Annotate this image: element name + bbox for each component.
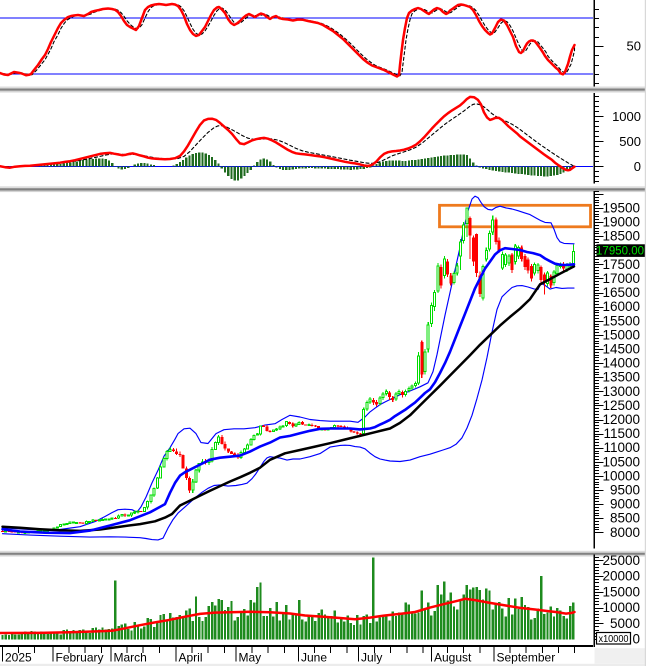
svg-text:13500: 13500 — [602, 370, 640, 385]
svg-text:17950.00: 17950.00 — [596, 246, 644, 258]
svg-text:18500: 18500 — [602, 229, 640, 244]
svg-text:50: 50 — [627, 39, 641, 54]
svg-text:July: July — [361, 651, 382, 665]
svg-text:10000: 10000 — [602, 600, 640, 615]
svg-text:12000: 12000 — [602, 412, 640, 427]
svg-text:5000: 5000 — [610, 616, 640, 631]
svg-text:15000: 15000 — [602, 327, 640, 342]
svg-text:15500: 15500 — [602, 313, 640, 328]
svg-text:19000: 19000 — [602, 215, 640, 230]
svg-text:June: June — [301, 651, 327, 665]
svg-text:11000: 11000 — [603, 440, 640, 455]
svg-text:May: May — [239, 651, 262, 665]
svg-text:15000: 15000 — [602, 584, 640, 599]
svg-text:0: 0 — [632, 632, 640, 647]
svg-text:9000: 9000 — [610, 497, 640, 512]
svg-text:April: April — [179, 651, 203, 665]
svg-text:14000: 14000 — [602, 356, 640, 371]
svg-text:1000: 1000 — [612, 109, 641, 124]
svg-text:16000: 16000 — [602, 299, 640, 314]
svg-text:2025: 2025 — [5, 651, 32, 665]
svg-text:17000: 17000 — [602, 271, 640, 286]
svg-text:20000: 20000 — [602, 569, 640, 584]
svg-text:14500: 14500 — [602, 342, 640, 357]
svg-text:9500: 9500 — [610, 483, 640, 498]
svg-text:19500: 19500 — [602, 201, 640, 216]
svg-text:17500: 17500 — [602, 257, 640, 272]
svg-text:12500: 12500 — [602, 398, 640, 413]
svg-text:March: March — [114, 651, 147, 665]
svg-text:0: 0 — [634, 159, 641, 174]
svg-text:10000: 10000 — [602, 468, 640, 483]
svg-text:x10000: x10000 — [599, 634, 629, 645]
svg-text:25000: 25000 — [602, 553, 640, 568]
svg-text:500: 500 — [619, 134, 641, 149]
svg-text:8500: 8500 — [610, 511, 640, 526]
svg-text:16500: 16500 — [602, 285, 640, 300]
svg-text:August: August — [434, 651, 472, 665]
svg-text:8000: 8000 — [610, 525, 640, 540]
svg-text:13000: 13000 — [602, 384, 640, 399]
svg-text:10500: 10500 — [602, 454, 640, 469]
svg-text:11500: 11500 — [603, 426, 640, 441]
svg-text:February: February — [56, 651, 104, 665]
svg-text:September: September — [497, 651, 556, 665]
